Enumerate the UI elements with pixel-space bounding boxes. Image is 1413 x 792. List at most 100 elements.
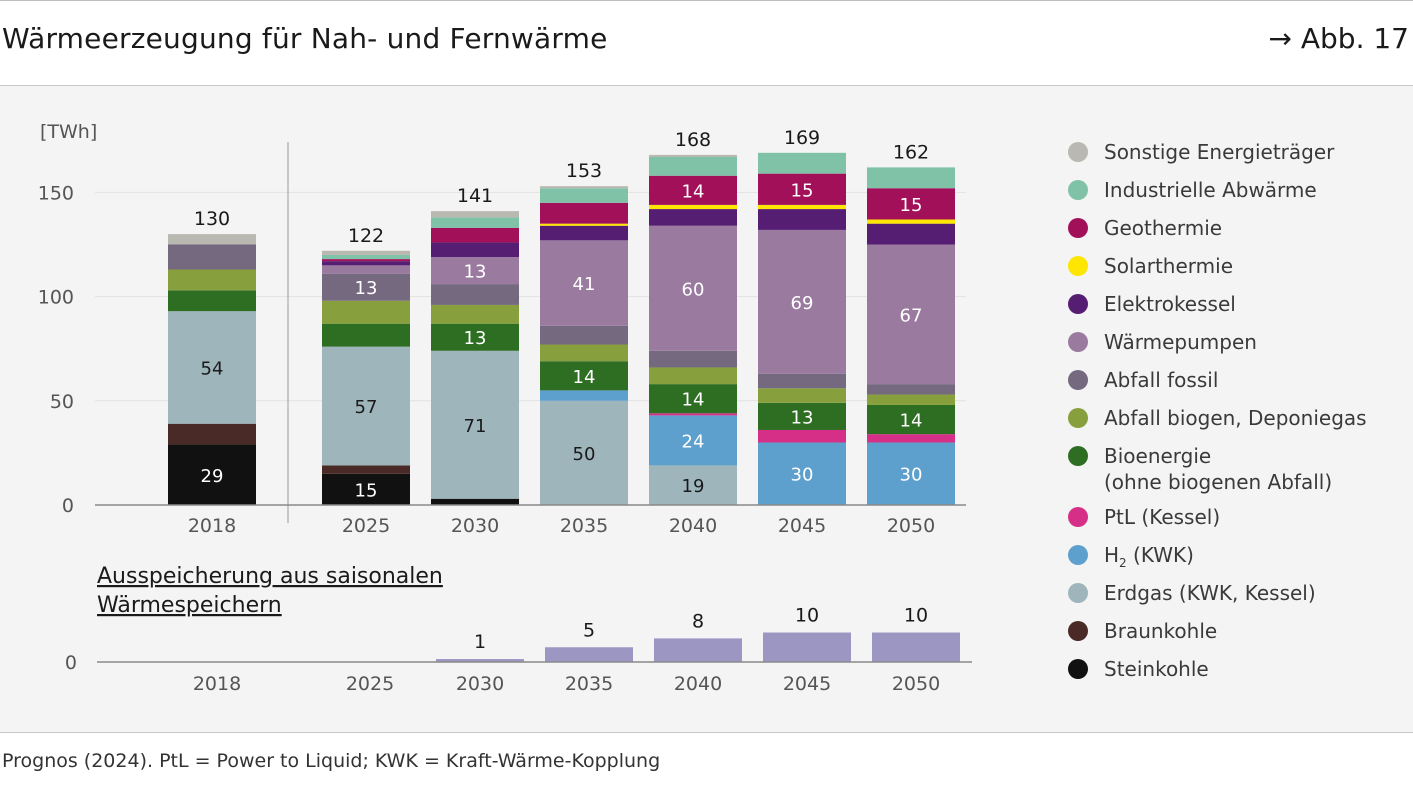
bar-segment-abfall-fossil-2035	[540, 325, 628, 345]
legend-swatch	[1068, 583, 1088, 603]
storage-value-label-2030: 1	[474, 631, 486, 653]
storage-x-tick-label-2040: 2040	[674, 673, 722, 695]
legend-label: Abfall fossil	[1104, 368, 1218, 392]
bar-segment-geothermie-2030	[431, 227, 519, 243]
x-tick-label-2035: 2035	[560, 515, 608, 537]
y-tick-label: 150	[38, 182, 74, 204]
legend-label: Steinkohle	[1104, 657, 1209, 681]
segment-label-2035: 14	[573, 367, 596, 388]
x-tick-label-2025: 2025	[342, 515, 390, 537]
segment-label-2040: 14	[682, 181, 705, 202]
total-label-2025: 122	[348, 225, 384, 247]
page-title: Wärmeerzeugung für Nah- und Fernwärme	[2, 22, 608, 55]
legend-label: H2 (KWK)	[1104, 543, 1194, 570]
chart-svg: [TWh]05010015013020181222025141203015320…	[38, 121, 1367, 695]
legend-swatch	[1068, 408, 1088, 428]
bar-segment-wärmepumpen-2030	[431, 257, 519, 285]
storage-title-line2: Wärmespeichern	[97, 593, 282, 618]
total-label-2018: 130	[194, 208, 230, 230]
storage-x-tick-label-2045: 2045	[783, 673, 831, 695]
segment-label-2035: 50	[573, 444, 596, 465]
storage-value-label-2050: 10	[904, 605, 928, 627]
bar-segment-solarthermie-2040	[649, 204, 737, 210]
segment-label-2050: 14	[900, 411, 923, 432]
bar-segment-bioenergie-2030	[431, 323, 519, 351]
legend-swatch	[1068, 370, 1088, 390]
figure-reference-link[interactable]: → Abb. 17	[1268, 22, 1410, 55]
bar-segment-elektrokessel-2025	[322, 261, 410, 266]
segment-label-2025: 13	[355, 278, 378, 299]
x-tick-label-2030: 2030	[451, 515, 499, 537]
bar-segment-erdgas-kwk-kessel--2030	[431, 350, 519, 499]
legend-label: Sonstige Energieträger	[1104, 140, 1335, 164]
bar-segment-erdgas-kwk-kessel--2040	[649, 465, 737, 505]
bar-segment-industrielle-abwärme-2030	[431, 217, 519, 228]
bar-segment-bioenergie-2050	[867, 404, 955, 435]
legend-label: PtL (Kessel)	[1104, 505, 1220, 529]
bar-segment-abfall-biogen-deponiegas-2035	[540, 344, 628, 362]
bar-segment-sonstige-energieträger-2018	[168, 234, 256, 245]
storage-bar-2045	[763, 632, 851, 662]
legend-label: Geothermie	[1104, 216, 1222, 240]
bar-segment-abfall-fossil-2050	[867, 384, 955, 395]
bar-segment-h-2035	[540, 390, 628, 401]
bar-segment-geothermie-2045	[758, 173, 846, 205]
segment-label-2030: 13	[464, 262, 487, 283]
bar-segment-ptl-kessel--2045	[758, 429, 846, 443]
bar-segment-sonstige-energieträger-2035	[540, 186, 628, 189]
total-label-2045: 169	[784, 127, 820, 149]
top-rule	[0, 0, 1413, 1]
bar-segment-elektrokessel-2040	[649, 209, 737, 226]
bar-segment-bioenergie-2035	[540, 361, 628, 391]
bar-segment-abfall-fossil-2045	[758, 373, 846, 389]
bar-segment-industrielle-abwärme-2035	[540, 188, 628, 203]
segment-label-2045: 13	[791, 407, 814, 428]
storage-bar-2035	[545, 647, 633, 662]
bar-segment-geothermie-2040	[649, 175, 737, 205]
x-tick-label-2018: 2018	[188, 515, 236, 537]
storage-bar-2050	[872, 632, 960, 662]
segment-label-2040: 14	[682, 390, 705, 411]
bar-segment-wärmepumpen-2035	[540, 240, 628, 326]
header: Wärmeerzeugung für Nah- und Fernwärme → …	[0, 22, 1413, 62]
segment-label-2025: 57	[355, 397, 378, 418]
legend-label: Abfall biogen, Deponiegas	[1104, 406, 1367, 430]
bar-segment-solarthermie-2045	[758, 204, 846, 210]
bar-segment-geothermie-2025	[322, 259, 410, 262]
bar-segment-industrielle-abwärme-2040	[649, 156, 737, 176]
storage-y-tick-label: 0	[65, 652, 77, 674]
legend-swatch	[1068, 545, 1088, 565]
storage-x-tick-label-2050: 2050	[892, 673, 940, 695]
segment-label-2025: 15	[355, 480, 378, 501]
storage-title-line1: Ausspeicherung aus saisonalen	[97, 564, 443, 589]
segment-label-2050: 30	[900, 465, 923, 486]
segment-label-2018: 29	[201, 466, 224, 487]
legend-swatch	[1068, 256, 1088, 276]
legend-swatch	[1068, 621, 1088, 641]
segment-label-2040: 19	[682, 476, 705, 497]
bar-segment-solarthermie-2035	[540, 223, 628, 226]
segment-label-2018: 54	[201, 358, 224, 379]
storage-value-label-2045: 10	[795, 605, 819, 627]
bar-segment-solarthermie-2050	[867, 219, 955, 224]
legend-label: Elektrokessel	[1104, 292, 1236, 316]
total-label-2040: 168	[675, 129, 711, 151]
bar-segment-abfall-fossil-2040	[649, 350, 737, 368]
total-label-2035: 153	[566, 160, 602, 182]
legend-swatch	[1068, 659, 1088, 679]
bar-segment-wärmepumpen-2025	[322, 265, 410, 274]
bar-segment-geothermie-2050	[867, 188, 955, 220]
bar-segment-abfall-biogen-deponiegas-2045	[758, 388, 846, 403]
bar-segment-h-2050	[867, 442, 955, 505]
legend-label: Solarthermie	[1104, 254, 1233, 278]
storage-x-tick-label-2030: 2030	[456, 673, 504, 695]
bar-segment-abfall-biogen-deponiegas-2030	[431, 304, 519, 324]
bar-segment-h-2040	[649, 415, 737, 466]
storage-bar-2030	[436, 659, 524, 662]
x-tick-label-2045: 2045	[778, 515, 826, 537]
bar-segment-bioenergie-2025	[322, 323, 410, 347]
bar-segment-ptl-kessel--2050	[867, 434, 955, 443]
storage-bar-2040	[654, 638, 742, 662]
bar-segment-industrielle-abwärme-2045	[758, 152, 846, 174]
segment-label-2040: 60	[682, 279, 705, 300]
